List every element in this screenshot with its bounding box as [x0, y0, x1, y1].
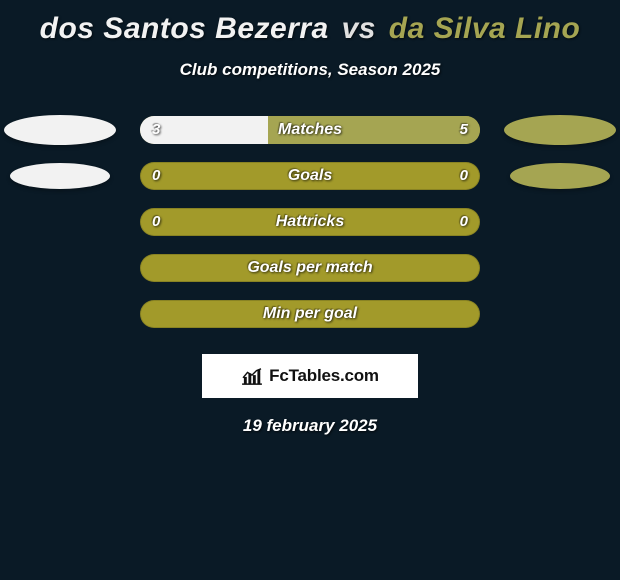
bar-track [140, 208, 480, 236]
stat-left-value: 0 [152, 162, 160, 190]
subtitle: Club competitions, Season 2025 [0, 60, 620, 80]
bar-track [140, 162, 480, 190]
stat-right-value: 0 [460, 162, 468, 190]
date-text: 19 february 2025 [0, 416, 620, 436]
title-player2: da Silva Lino [389, 12, 581, 45]
bar-track [140, 254, 480, 282]
stats-rows: 35Matches00Goals00HattricksGoals per mat… [0, 116, 620, 328]
player1-marker [10, 163, 110, 189]
title: dos Santos Bezerra vs da Silva Lino [0, 0, 620, 46]
stat-left-value: 3 [152, 116, 160, 144]
title-player1: dos Santos Bezerra [40, 12, 329, 45]
stat-right-value: 5 [460, 116, 468, 144]
player2-marker [510, 163, 610, 189]
bar-track [140, 300, 480, 328]
stat-row: Min per goal [0, 300, 620, 328]
stat-row: 00Hattricks [0, 208, 620, 236]
player1-marker [4, 115, 116, 145]
stat-row: 00Goals [0, 162, 620, 190]
stat-row: 35Matches [0, 116, 620, 144]
bar-right-fill [268, 116, 481, 144]
title-vs: vs [342, 12, 376, 45]
bar-track [140, 116, 480, 144]
stat-left-value: 0 [152, 208, 160, 236]
player2-marker [504, 115, 616, 145]
brand-box: FcTables.com [202, 354, 418, 398]
stat-right-value: 0 [460, 208, 468, 236]
stat-row: Goals per match [0, 254, 620, 282]
brand-text: FcTables.com [269, 366, 379, 386]
bar-chart-icon [241, 367, 263, 385]
